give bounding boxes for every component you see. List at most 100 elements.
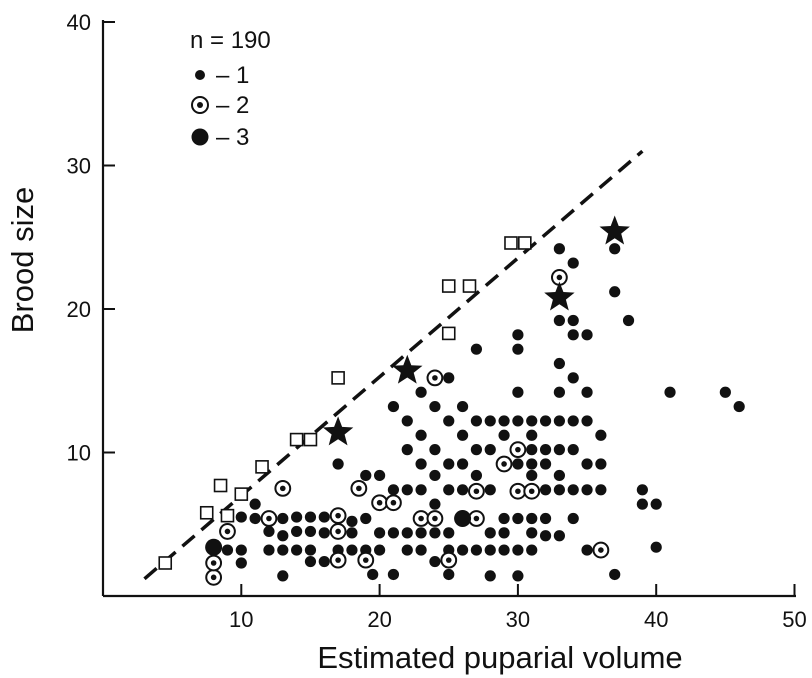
data-point-2-dot (473, 515, 480, 522)
data-point-1 (318, 511, 330, 523)
open-square-point (234, 487, 249, 501)
legend-label-1: – 1 (216, 62, 249, 89)
data-point-1 (512, 415, 524, 427)
data-point-1 (429, 498, 441, 510)
data-point-1 (367, 568, 379, 581)
data-point-2 (592, 541, 610, 559)
data-point-1 (387, 484, 400, 496)
data-point-1 (553, 444, 565, 456)
data-point-2 (219, 523, 236, 540)
open-square-point (289, 432, 304, 447)
data-point-2-dot (418, 515, 424, 522)
data-point-2 (350, 479, 368, 497)
open-square-point (331, 371, 345, 385)
data-point-2 (357, 551, 375, 569)
data-point-1 (277, 570, 289, 582)
star-point (544, 281, 575, 311)
data-point-2 (509, 482, 527, 500)
data-point-1 (235, 511, 247, 523)
data-point-1 (581, 458, 593, 470)
data-point-1 (581, 386, 593, 398)
data-point-2 (468, 510, 485, 527)
open-square-point (158, 556, 173, 570)
legend-label-3: – 3 (216, 124, 249, 151)
data-point-1 (456, 484, 469, 496)
data-point-1 (526, 444, 538, 456)
open-square-point (518, 236, 532, 250)
open-square-point (441, 326, 456, 341)
data-point-2-dot (515, 446, 521, 453)
data-point-1 (470, 415, 483, 427)
data-point-1 (512, 343, 524, 355)
data-point-1 (415, 544, 427, 556)
data-point-1 (221, 544, 234, 556)
data-point-2-dot (376, 499, 383, 506)
x-tick-label: 20 (367, 607, 391, 632)
data-point-1 (304, 555, 317, 568)
data-point-2 (274, 479, 292, 497)
data-point-1 (595, 484, 607, 496)
data-point-2-dot (335, 557, 341, 563)
data-point-1 (512, 458, 524, 470)
data-point-1 (443, 568, 455, 581)
data-point-2 (371, 494, 389, 512)
data-point-2-dot (528, 488, 535, 495)
y-tick-label: 40 (67, 10, 91, 35)
data-point-2-dot (362, 557, 369, 563)
data-point-1 (553, 530, 565, 542)
data-point-3 (205, 538, 223, 556)
data-point-1 (567, 314, 579, 327)
data-point-2 (329, 507, 347, 525)
data-point-2 (550, 269, 568, 286)
data-point-2-dot (266, 515, 272, 522)
data-point-1 (512, 544, 524, 556)
open-square-point (199, 505, 214, 520)
data-point-1 (235, 544, 247, 556)
data-point-2 (412, 510, 430, 527)
data-point-2-dot (356, 485, 362, 492)
data-point-1 (581, 329, 593, 341)
x-tick-label: 50 (782, 607, 806, 632)
data-point-1 (360, 469, 372, 482)
data-point-1 (622, 314, 635, 327)
data-point-1 (498, 415, 510, 427)
data-point-1 (401, 444, 413, 456)
y-tick-label: 30 (67, 154, 91, 179)
data-point-1 (443, 458, 455, 470)
data-point-1 (415, 527, 427, 539)
data-point-1 (567, 512, 579, 525)
data-point-2 (329, 551, 347, 569)
data-point-1 (374, 544, 386, 556)
data-point-1 (553, 469, 565, 482)
x-tick-label: 10 (229, 607, 253, 632)
data-point-1 (429, 555, 441, 568)
data-point-2-dot (210, 560, 217, 566)
data-point-2 (426, 510, 444, 527)
y-tick-label: 20 (67, 297, 91, 322)
data-point-1 (401, 415, 413, 427)
data-point-1 (291, 544, 303, 556)
data-point-1 (360, 512, 372, 525)
data-point-2-dot (210, 574, 217, 581)
data-point-2-dot (445, 557, 452, 563)
data-point-1 (498, 429, 510, 441)
x-ticks: 10 20 30 40 50 (229, 584, 807, 632)
data-point-1 (249, 498, 261, 510)
data-point-1 (429, 400, 441, 413)
data-point-2 (329, 523, 347, 540)
data-point-1 (539, 484, 552, 496)
legend-marker-2-inner (197, 102, 203, 108)
data-point-1 (387, 568, 400, 581)
data-point-1 (318, 555, 330, 568)
data-point-2 (509, 441, 527, 459)
data-point-1 (664, 386, 676, 398)
data-point-1 (456, 544, 469, 556)
data-point-1 (443, 484, 455, 496)
data-point-1 (415, 386, 427, 398)
data-point-1 (304, 544, 317, 556)
data-point-1 (484, 415, 496, 427)
data-point-1 (581, 544, 593, 556)
data-point-1 (304, 525, 317, 538)
legend-marker-3 (191, 128, 209, 146)
